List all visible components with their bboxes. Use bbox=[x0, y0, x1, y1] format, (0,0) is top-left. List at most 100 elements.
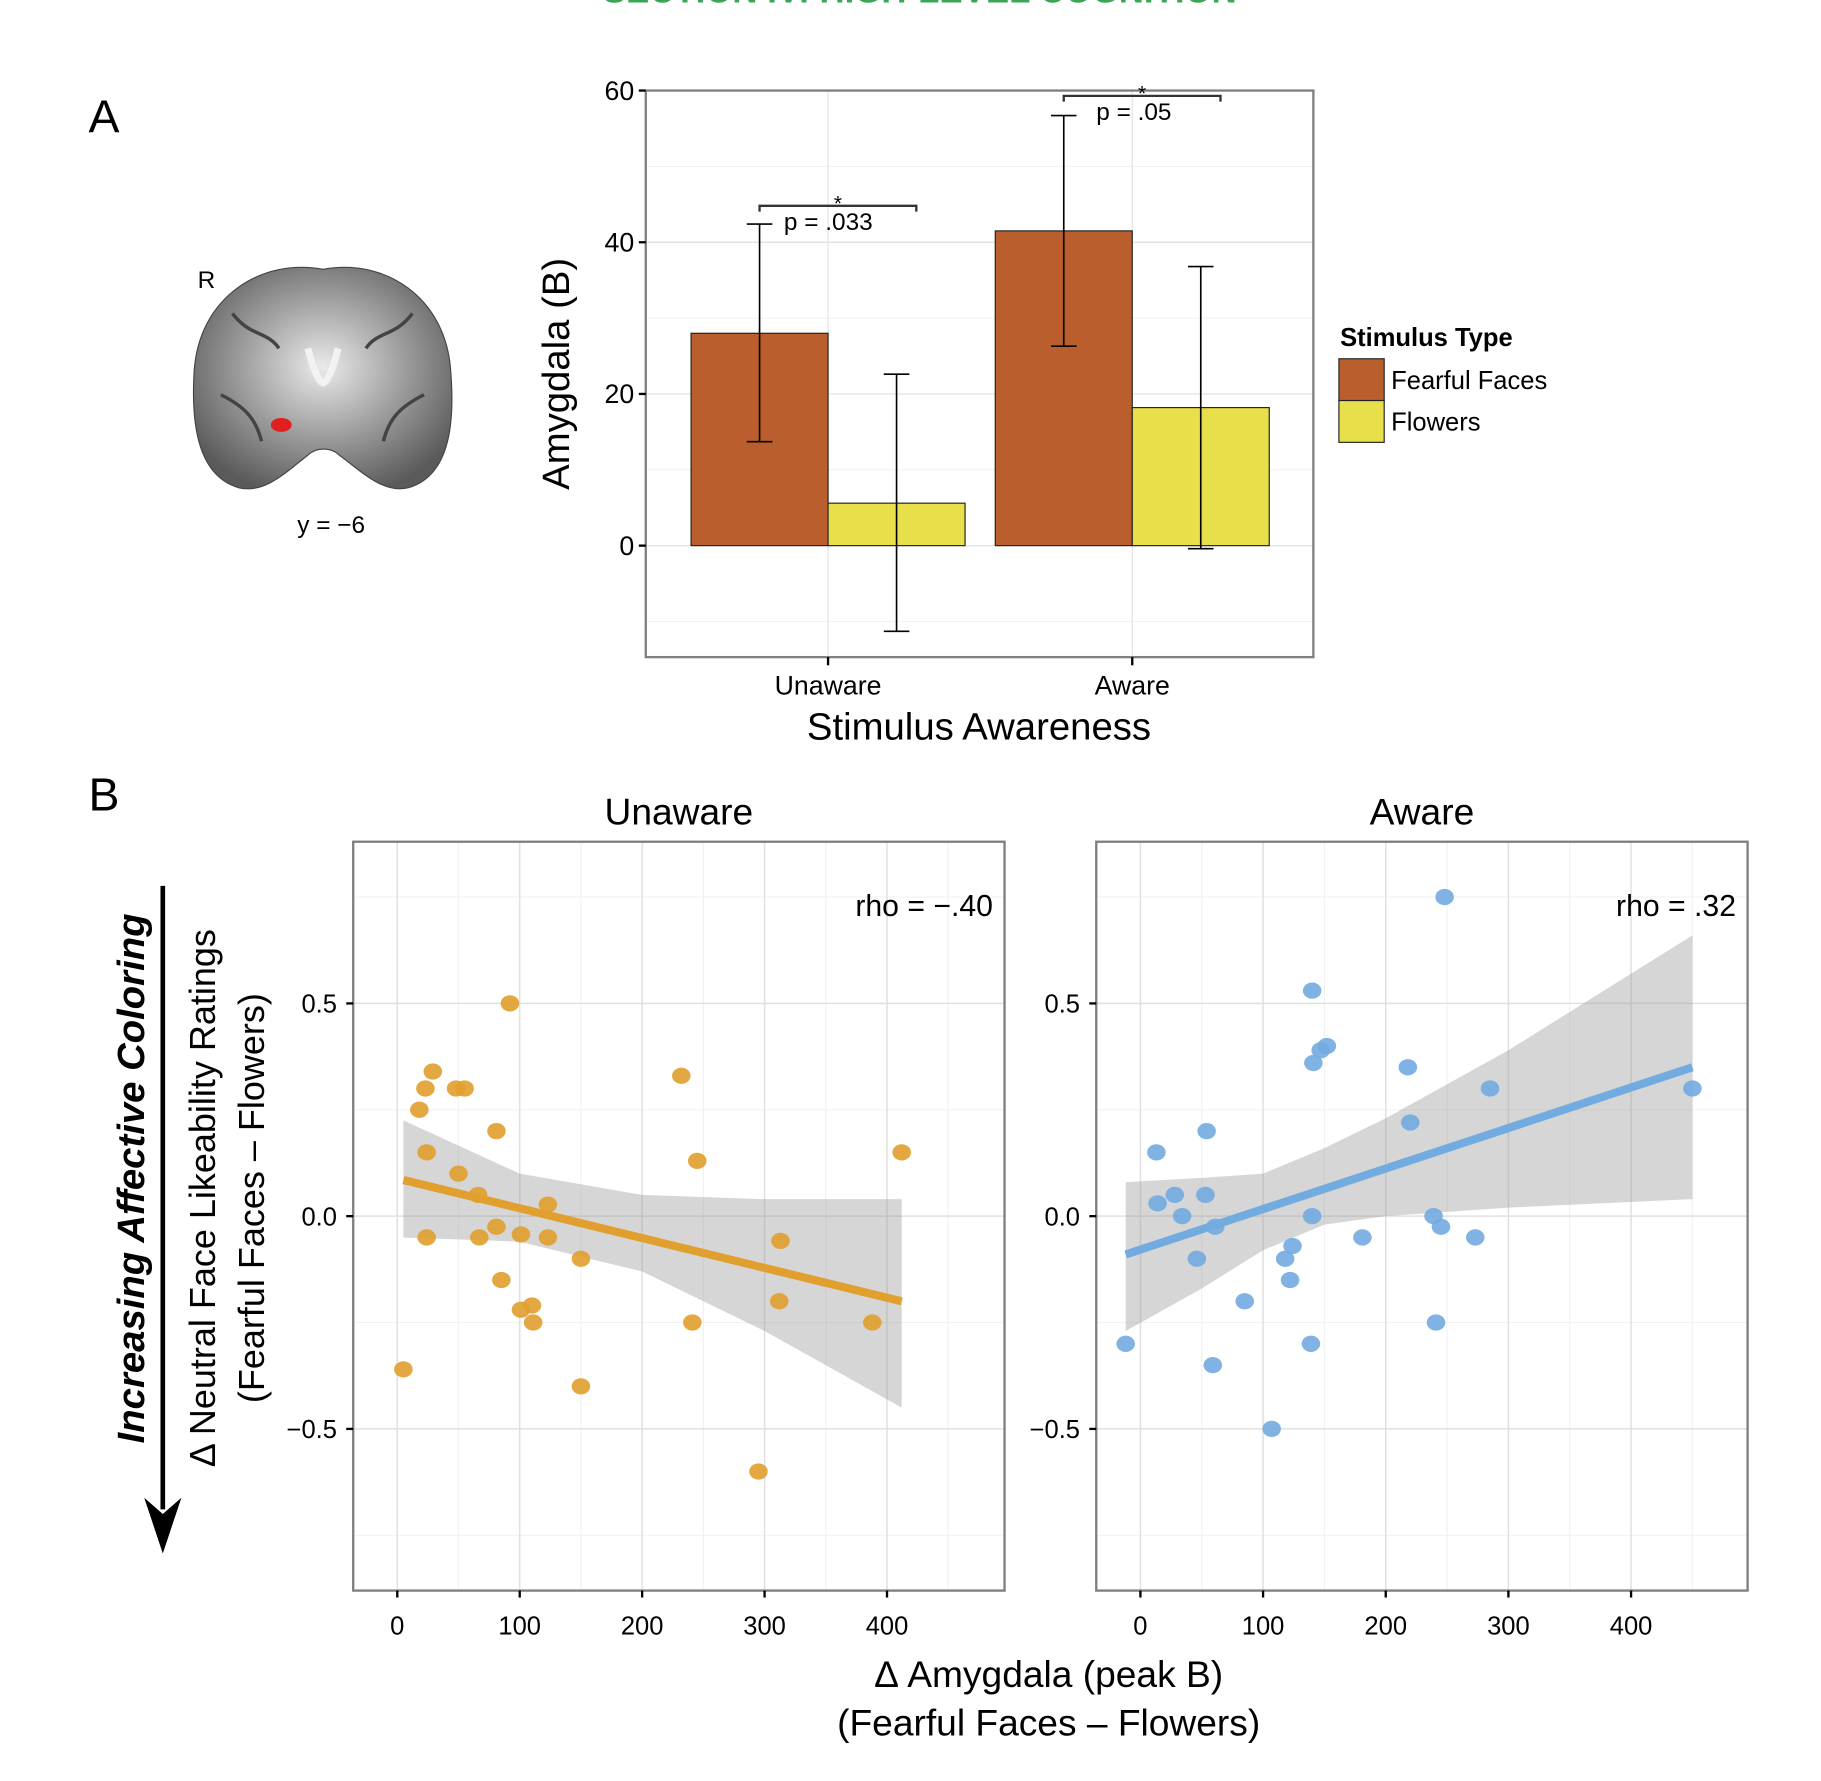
rho-annotation: rho = −.40 bbox=[855, 890, 993, 923]
y-tick-label: −0.5 bbox=[287, 1416, 337, 1444]
brain-slice-image: R y = −6 bbox=[192, 266, 453, 539]
data-point bbox=[1431, 1218, 1451, 1235]
data-point bbox=[1275, 1250, 1295, 1267]
data-point bbox=[394, 1361, 413, 1378]
data-point bbox=[417, 1229, 436, 1246]
data-point bbox=[672, 1067, 691, 1084]
data-point bbox=[487, 1218, 506, 1235]
significance-star: * bbox=[834, 192, 842, 215]
y-tick-label: 0.0 bbox=[1045, 1203, 1081, 1231]
amygdala-activation-blob bbox=[270, 417, 292, 432]
legend-label: Flowers bbox=[1391, 409, 1480, 437]
data-point bbox=[1480, 1080, 1500, 1097]
x-tick-label: 300 bbox=[1487, 1613, 1530, 1641]
panel-label-b: B bbox=[89, 768, 120, 820]
y-tick-label: 40 bbox=[604, 228, 634, 258]
data-point bbox=[523, 1314, 543, 1331]
plot-border bbox=[644, 89, 1315, 659]
brain-slice-label: y = −6 bbox=[297, 512, 365, 539]
data-point bbox=[449, 1165, 468, 1182]
x-tick-label: 400 bbox=[1610, 1613, 1653, 1641]
data-point bbox=[771, 1232, 790, 1249]
data-point bbox=[571, 1250, 591, 1267]
bar-chart: 0 20 40 60 Unaware Aware Stimulus Awareness Amy… bbox=[535, 76, 1547, 749]
data-point bbox=[687, 1152, 707, 1169]
data-point bbox=[1147, 1144, 1166, 1161]
significance-bracket bbox=[1062, 94, 1222, 102]
data-point bbox=[1353, 1229, 1372, 1246]
data-point bbox=[1196, 1186, 1215, 1204]
data-point bbox=[416, 1080, 435, 1097]
significance-bracket bbox=[758, 204, 918, 212]
scatter-unaware: −0.5 0.0 0.5 0 100 200 300 400 Unaware rho = −.40 bbox=[287, 790, 1006, 1641]
y-tick-label: −0.5 bbox=[1030, 1416, 1080, 1444]
y-tick-label: 0 bbox=[619, 531, 634, 561]
data-point bbox=[538, 1196, 558, 1213]
down-arrow-icon bbox=[144, 1497, 182, 1554]
data-point bbox=[1203, 1356, 1223, 1374]
data-point bbox=[1435, 888, 1454, 906]
legend-swatch-fearful bbox=[1338, 358, 1385, 402]
regression-line bbox=[402, 1176, 903, 1306]
x-tick-label: Unaware bbox=[775, 670, 882, 700]
data-point bbox=[1262, 1420, 1281, 1438]
data-point bbox=[1317, 1037, 1337, 1055]
x-tick-label: 200 bbox=[621, 1613, 664, 1641]
y-axis-title-line2: (Fearful Faces – Flowers) bbox=[231, 993, 272, 1403]
scatter-aware: −0.5 0.0 0.5 0 100 200 300 400 Aware rho = .32 bbox=[1030, 790, 1749, 1641]
data-point bbox=[1465, 1229, 1485, 1246]
x-tick-label: 200 bbox=[1364, 1613, 1407, 1641]
x-tick-label: 0 bbox=[1133, 1613, 1147, 1641]
p-value-label: p = .05 bbox=[1096, 99, 1171, 126]
data-point bbox=[1187, 1250, 1207, 1267]
y-axis-title-line1: Δ Neutral Face Likeability Ratings bbox=[182, 929, 223, 1467]
data-point bbox=[1301, 1335, 1321, 1352]
y-tick-label: 0.5 bbox=[1045, 991, 1081, 1019]
y-tick-label: 0.0 bbox=[301, 1203, 337, 1231]
brain-side-label: R bbox=[198, 267, 216, 294]
confidence-band bbox=[1125, 935, 1693, 1332]
data-point bbox=[1197, 1122, 1216, 1140]
brain-sulci bbox=[220, 312, 425, 442]
y-tick-label: 20 bbox=[604, 379, 634, 409]
confidence-band bbox=[403, 1120, 902, 1408]
data-point bbox=[769, 1293, 789, 1310]
brain-ventricles bbox=[304, 347, 342, 387]
data-point bbox=[1148, 1195, 1167, 1212]
regression-line bbox=[1124, 1063, 1694, 1259]
data-point bbox=[500, 995, 520, 1012]
x-axis-title: Stimulus Awareness bbox=[807, 706, 1151, 749]
legend-title: Stimulus Type bbox=[1340, 324, 1513, 352]
scatter-axis-titles: Δ Amygdala (peak B) (Fearful Faces – Flo… bbox=[182, 929, 1260, 1744]
affective-coloring-annotation: Increasing Affective Coloring bbox=[110, 885, 182, 1554]
affective-coloring-label: Increasing Affective Coloring bbox=[110, 913, 153, 1443]
data-point bbox=[470, 1229, 489, 1246]
y-tick-label: 60 bbox=[604, 76, 634, 106]
significance-star: * bbox=[1138, 83, 1146, 106]
data-point bbox=[1398, 1059, 1418, 1076]
p-value-label: p = .033 bbox=[784, 209, 873, 236]
x-tick-label: 300 bbox=[743, 1613, 786, 1641]
x-tick-label: 0 bbox=[390, 1613, 404, 1641]
running-title: SECTION IV: HIGH-LEVEL COGNITION bbox=[603, 0, 1237, 10]
data-point bbox=[455, 1080, 474, 1097]
x-tick-label: 100 bbox=[498, 1613, 541, 1641]
data-point bbox=[1400, 1114, 1420, 1131]
x-tick-label: 100 bbox=[1242, 1613, 1285, 1641]
data-point bbox=[1280, 1271, 1300, 1289]
legend-label: Fearful Faces bbox=[1391, 367, 1547, 395]
data-point bbox=[1235, 1293, 1254, 1310]
data-point bbox=[410, 1101, 429, 1118]
data-point bbox=[417, 1144, 436, 1161]
y-tick-label: 0.5 bbox=[301, 991, 337, 1019]
data-point bbox=[1116, 1335, 1135, 1352]
data-point bbox=[492, 1271, 511, 1289]
panel-title: Unaware bbox=[605, 790, 754, 832]
data-point bbox=[522, 1297, 542, 1314]
data-point bbox=[487, 1122, 506, 1140]
legend-swatch-flowers bbox=[1338, 399, 1385, 443]
y-axis-title: Amygdala (B) bbox=[535, 258, 578, 490]
data-point bbox=[423, 1063, 443, 1080]
data-point bbox=[1283, 1237, 1302, 1255]
